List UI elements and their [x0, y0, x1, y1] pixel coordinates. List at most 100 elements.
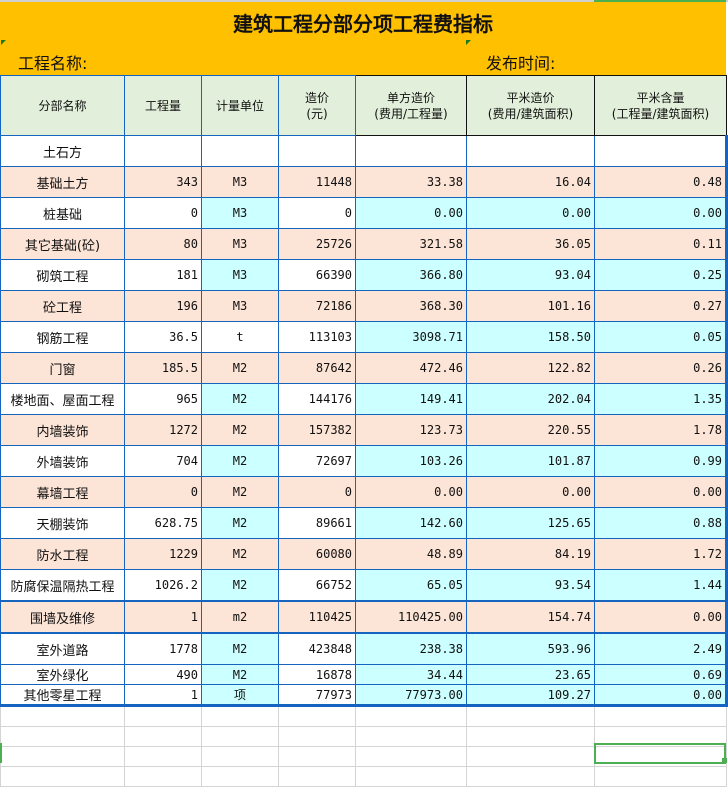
cell-sqm-cost[interactable]: 109.27 — [466, 684, 595, 707]
cell-sqm-qty[interactable]: 0.48 — [594, 166, 728, 198]
cell-sqm-cost[interactable]: 36.05 — [466, 228, 595, 260]
cell-unit[interactable]: M3 — [201, 290, 279, 322]
cell-unit-cost[interactable]: 142.60 — [355, 507, 467, 539]
cell-qty[interactable]: 1229 — [124, 538, 202, 570]
cell-name[interactable]: 楼地面、屋面工程 — [0, 383, 125, 415]
cell-unit[interactable]: M2 — [201, 383, 279, 415]
cell-unit-cost[interactable]: 368.30 — [355, 290, 467, 322]
cell-qty[interactable]: 185.5 — [124, 352, 202, 384]
header-name[interactable]: 分部名称 — [0, 75, 125, 136]
cell-sqm-cost[interactable]: 154.74 — [466, 600, 595, 634]
cell-unit-cost[interactable]: 321.58 — [355, 228, 467, 260]
cell-cost[interactable]: 0 — [278, 197, 356, 229]
cell-name[interactable]: 围墙及维修 — [0, 600, 125, 634]
empty-cell[interactable] — [355, 746, 467, 767]
cell-unit-cost[interactable]: 123.73 — [355, 414, 467, 446]
cell-cost[interactable]: 89661 — [278, 507, 356, 539]
cell-unit[interactable]: M2 — [201, 352, 279, 384]
cell-sqm-qty[interactable]: 1.35 — [594, 383, 728, 415]
empty-cell[interactable] — [201, 766, 279, 787]
cell-sqm-cost[interactable]: 101.87 — [466, 445, 595, 477]
empty-cell[interactable] — [278, 746, 356, 767]
empty-cell[interactable] — [466, 746, 595, 767]
cell-unit-cost[interactable]: 0.00 — [355, 197, 467, 229]
header-unit-cost[interactable]: 单方造价 (费用/工程量) — [355, 75, 467, 136]
cell-cost[interactable]: 60080 — [278, 538, 356, 570]
cell-unit-cost[interactable]: 65.05 — [355, 569, 467, 602]
cell-unit[interactable]: M3 — [201, 228, 279, 260]
cell-unit[interactable]: M2 — [201, 476, 279, 508]
empty-cell[interactable] — [594, 705, 727, 727]
empty-cell[interactable] — [278, 705, 356, 727]
cell-name[interactable]: 砼工程 — [0, 290, 125, 322]
empty-cell[interactable] — [201, 705, 279, 727]
empty-cell[interactable] — [278, 726, 356, 747]
cell-unit[interactable]: m2 — [201, 600, 279, 634]
cell-sqm-qty[interactable]: 2.49 — [594, 632, 728, 665]
cell-name[interactable]: 基础土方 — [0, 166, 125, 198]
cell-sqm-cost[interactable]: 0.00 — [466, 476, 595, 508]
cell-unit[interactable]: M2 — [201, 632, 279, 665]
empty-cell[interactable] — [124, 705, 202, 727]
cell-cost[interactable]: 144176 — [278, 383, 356, 415]
empty-cell[interactable] — [594, 746, 727, 767]
empty-cell[interactable] — [124, 726, 202, 747]
cell-unit[interactable]: M3 — [201, 259, 279, 291]
cell-sqm-cost[interactable]: 593.96 — [466, 632, 595, 665]
cell-unit-cost[interactable]: 34.44 — [355, 664, 467, 685]
cell-cost[interactable]: 16878 — [278, 664, 356, 685]
empty-cell[interactable] — [355, 766, 467, 787]
empty-cell[interactable] — [124, 746, 202, 767]
cell-cost[interactable]: 11448 — [278, 166, 356, 198]
cell-qty[interactable]: 1 — [124, 600, 202, 634]
cell-qty[interactable]: 1 — [124, 684, 202, 707]
cell-qty[interactable]: 704 — [124, 445, 202, 477]
cell-unit-cost[interactable]: 110425.00 — [355, 600, 467, 634]
cell-unit[interactable]: M2 — [201, 445, 279, 477]
cell-qty[interactable] — [124, 135, 202, 167]
project-name-label[interactable]: 工程名称: — [18, 54, 88, 73]
cell-name[interactable]: 天棚装饰 — [0, 507, 125, 539]
cell-sqm-qty[interactable]: 0.00 — [594, 600, 728, 634]
cell-cost[interactable]: 72186 — [278, 290, 356, 322]
cell-sqm-cost[interactable]: 202.04 — [466, 383, 595, 415]
cell-unit[interactable]: t — [201, 321, 279, 353]
cell-qty[interactable]: 965 — [124, 383, 202, 415]
cell-name[interactable]: 外墙装饰 — [0, 445, 125, 477]
header-qty[interactable]: 工程量 — [124, 75, 202, 136]
cell-sqm-cost[interactable]: 125.65 — [466, 507, 595, 539]
empty-cell[interactable] — [0, 705, 125, 727]
cell-sqm-qty[interactable]: 1.72 — [594, 538, 728, 570]
cell-unit[interactable]: 项 — [201, 684, 279, 707]
empty-cell[interactable] — [201, 726, 279, 747]
empty-cell[interactable] — [466, 726, 595, 747]
header-sqm-cost[interactable]: 平米造价 (费用/建筑面积) — [466, 75, 595, 136]
cell-cost[interactable]: 423848 — [278, 632, 356, 665]
cell-sqm-qty[interactable]: 0.00 — [594, 476, 728, 508]
cell-unit-cost[interactable]: 472.46 — [355, 352, 467, 384]
cell-name[interactable]: 室外道路 — [0, 632, 125, 665]
empty-cell[interactable] — [0, 726, 125, 747]
cell-cost[interactable]: 87642 — [278, 352, 356, 384]
cell-name[interactable]: 室外绿化 — [0, 664, 125, 685]
selected-cell[interactable] — [594, 743, 726, 764]
cell-sqm-cost[interactable] — [466, 135, 595, 167]
cell-sqm-qty[interactable]: 1.44 — [594, 569, 728, 602]
cell-sqm-qty[interactable]: 0.27 — [594, 290, 728, 322]
empty-cell[interactable] — [278, 766, 356, 787]
cell-name[interactable]: 防水工程 — [0, 538, 125, 570]
cell-cost[interactable]: 66390 — [278, 259, 356, 291]
cell-sqm-cost[interactable]: 93.04 — [466, 259, 595, 291]
empty-cell[interactable] — [355, 705, 467, 727]
cell-sqm-qty[interactable]: 0.05 — [594, 321, 728, 353]
cell-cost[interactable]: 66752 — [278, 569, 356, 602]
cell-name[interactable]: 砌筑工程 — [0, 259, 125, 291]
cell-sqm-cost[interactable]: 93.54 — [466, 569, 595, 602]
cell-sqm-cost[interactable]: 16.04 — [466, 166, 595, 198]
cell-cost[interactable]: 110425 — [278, 600, 356, 634]
empty-cell[interactable] — [594, 766, 727, 787]
cell-unit[interactable]: M3 — [201, 166, 279, 198]
cell-sqm-cost[interactable]: 220.55 — [466, 414, 595, 446]
cell-qty[interactable]: 0 — [124, 197, 202, 229]
cell-unit-cost[interactable]: 149.41 — [355, 383, 467, 415]
